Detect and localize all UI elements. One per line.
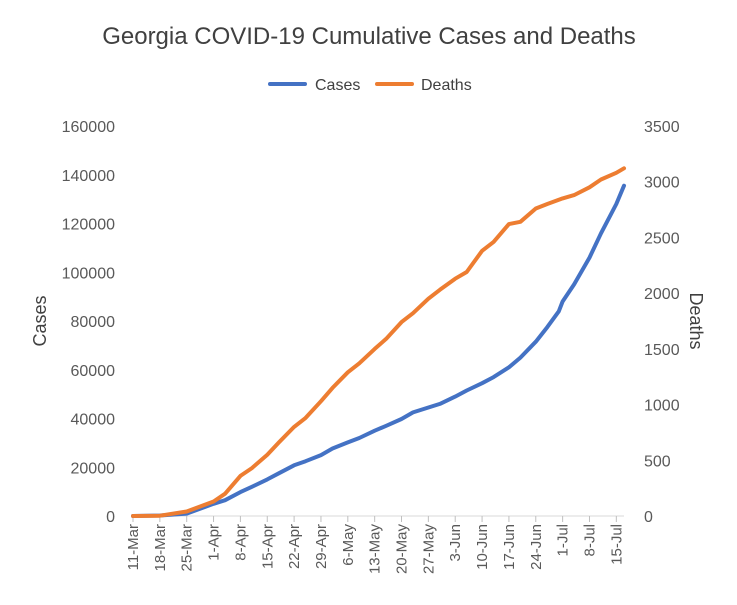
x-tick-label: 17-Jun bbox=[501, 524, 518, 570]
series-lines bbox=[131, 166, 626, 518]
x-tick-label: 6-May bbox=[340, 524, 357, 566]
y-axis-right-label: Deaths bbox=[686, 292, 706, 349]
x-tick-label: 3-Jun bbox=[447, 524, 464, 562]
x-tick-label: 20-May bbox=[394, 524, 411, 575]
y-left-tick-label: 120000 bbox=[62, 217, 115, 234]
chart-title: Georgia COVID-19 Cumulative Cases and De… bbox=[102, 23, 636, 50]
legend-label-cases: Cases bbox=[315, 77, 360, 94]
y-right-tick-label: 3500 bbox=[644, 119, 680, 136]
x-tick-label: 8-Jul bbox=[581, 524, 598, 557]
y-left-tick-label: 160000 bbox=[62, 119, 115, 136]
y-left-tick-label: 100000 bbox=[62, 265, 115, 282]
y-right-tick-label: 3000 bbox=[644, 175, 680, 192]
x-tick-label: 10-Jun bbox=[474, 524, 491, 570]
series-line-deaths bbox=[131, 166, 626, 518]
x-tick-label: 15-Jul bbox=[608, 524, 625, 565]
y-right-tick-label: 1000 bbox=[644, 398, 680, 415]
x-tick-label: 29-Apr bbox=[313, 524, 330, 569]
y-axis-left: 0 20000 40000 60000 80000 100000 120000 140000 1… bbox=[62, 119, 115, 526]
y-left-tick-label: 20000 bbox=[71, 460, 116, 477]
y-axis-right: 0 500 1000 1500 2000 2500 3000 3500 bbox=[644, 119, 680, 526]
y-right-tick-label: 2500 bbox=[644, 230, 680, 247]
x-tick-label: 13-May bbox=[367, 524, 384, 575]
y-left-tick-label: 140000 bbox=[62, 168, 115, 185]
y-axis-left-label: Cases bbox=[30, 295, 50, 346]
x-tick-label: 1-Apr bbox=[206, 524, 223, 561]
y-left-tick-label: 80000 bbox=[71, 314, 116, 331]
x-tick-label: 24-Jun bbox=[528, 524, 545, 570]
series-line-cases bbox=[131, 183, 626, 518]
x-tick-label: 15-Apr bbox=[259, 524, 276, 569]
x-axis: 11-Mar 18-Mar 25-Mar 1-Apr 8-Apr 15-Apr 22-Apr… bbox=[125, 515, 625, 575]
y-right-tick-label: 500 bbox=[644, 453, 671, 470]
y-left-tick-label: 60000 bbox=[71, 363, 116, 380]
x-tick-label: 11-Mar bbox=[125, 524, 142, 570]
y-right-tick-label: 0 bbox=[644, 509, 653, 526]
x-tick-label: 1-Jul bbox=[555, 524, 572, 557]
y-left-tick-label: 0 bbox=[106, 509, 115, 526]
y-right-tick-label: 1500 bbox=[644, 342, 680, 359]
x-tick-label: 8-Apr bbox=[232, 524, 249, 561]
x-tick-label: 18-Mar bbox=[152, 524, 169, 572]
y-left-tick-label: 40000 bbox=[71, 412, 116, 429]
legend-label-deaths: Deaths bbox=[421, 77, 472, 94]
x-tick-label: 27-May bbox=[420, 524, 437, 575]
x-tick-label: 25-Mar bbox=[179, 524, 196, 572]
x-tick-label: 22-Apr bbox=[286, 524, 303, 569]
legend: Cases Deaths bbox=[268, 77, 472, 94]
y-right-tick-label: 2000 bbox=[644, 286, 680, 303]
